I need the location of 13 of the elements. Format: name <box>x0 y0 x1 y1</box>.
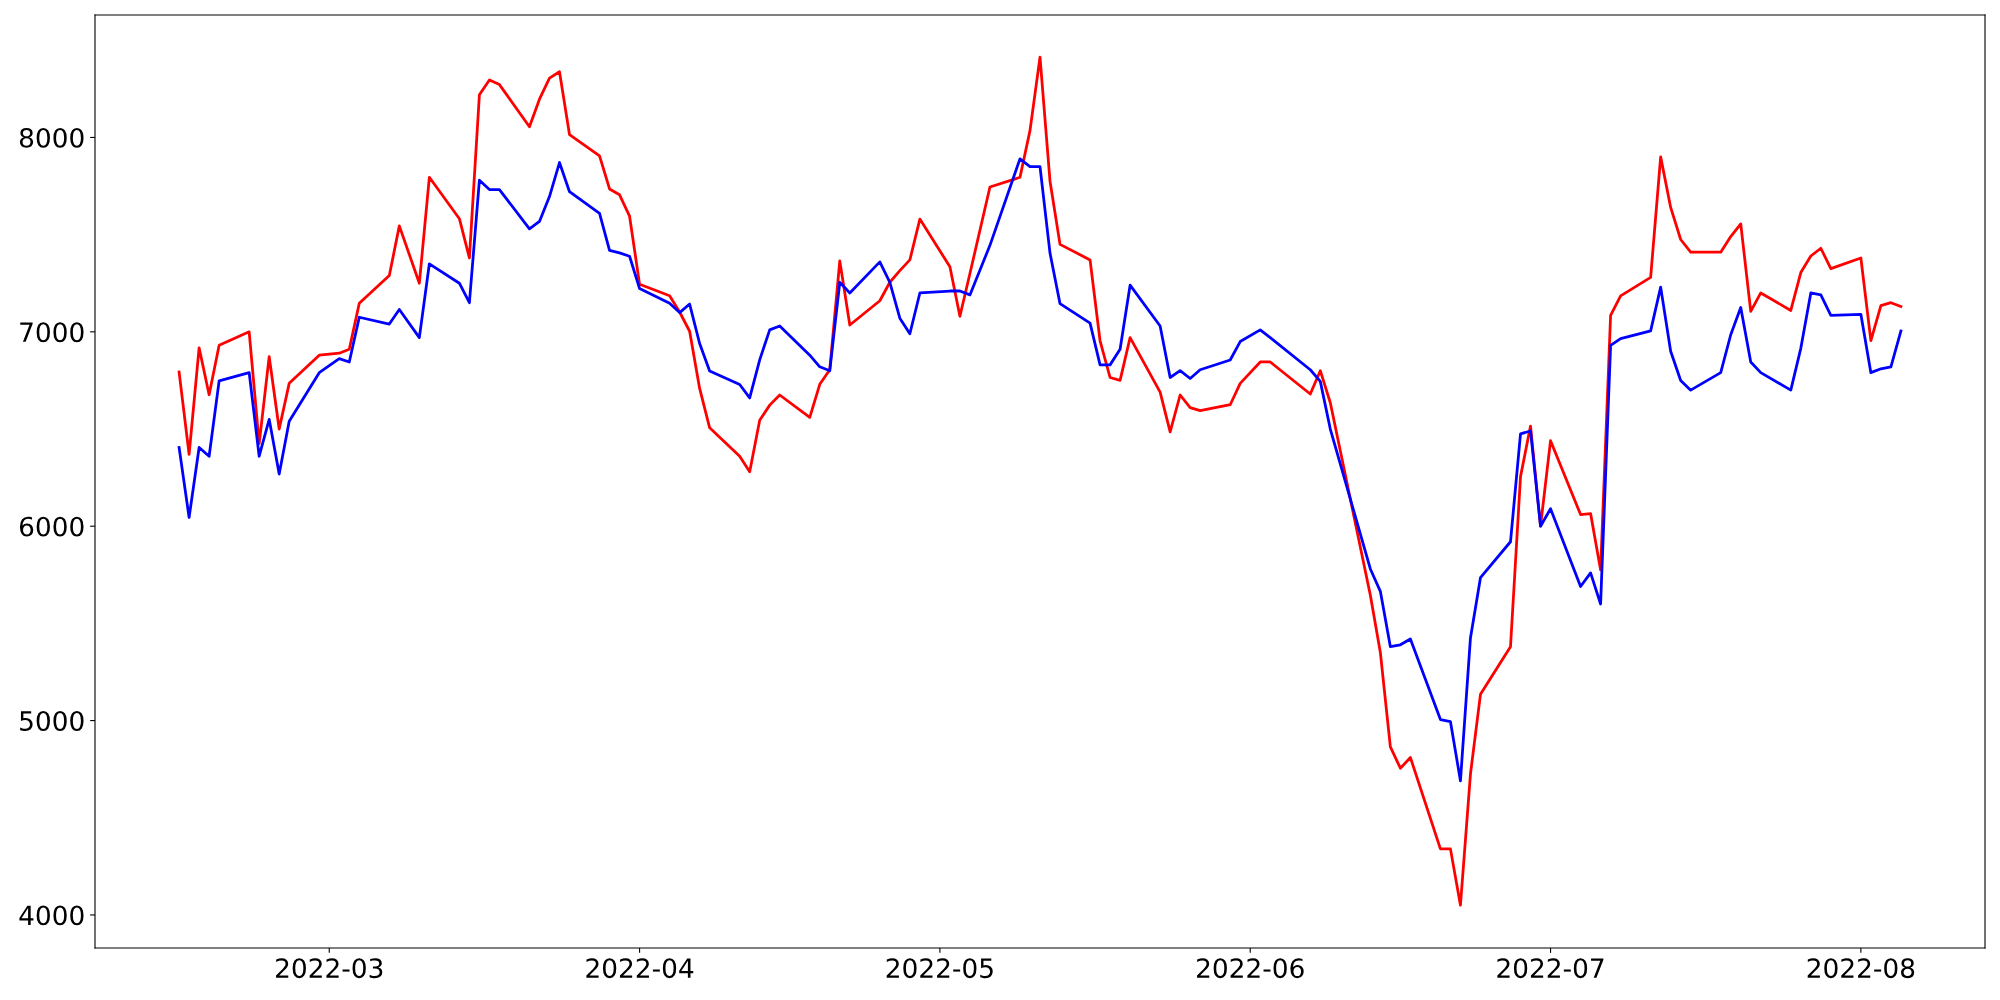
y-tick-label: 8000 <box>19 127 84 148</box>
line-series <box>177 157 1903 783</box>
x-tick-label: 2022-03 <box>276 958 383 979</box>
y-tick-label: 6000 <box>19 516 84 537</box>
x-tick-label: 2022-04 <box>586 958 694 979</box>
y-tick-label: 4000 <box>19 905 84 926</box>
x-tick-label: 2022-05 <box>886 958 993 979</box>
y-tick-label: 5000 <box>20 711 84 731</box>
line-series <box>177 55 1903 907</box>
x-tick-label: 2022-08 <box>1807 958 1915 979</box>
x-tick-label: 2022-06 <box>1197 958 1304 979</box>
y-tick-label: 7000 <box>20 322 84 343</box>
x-tick-label: 2022-07 <box>1497 958 1604 979</box>
